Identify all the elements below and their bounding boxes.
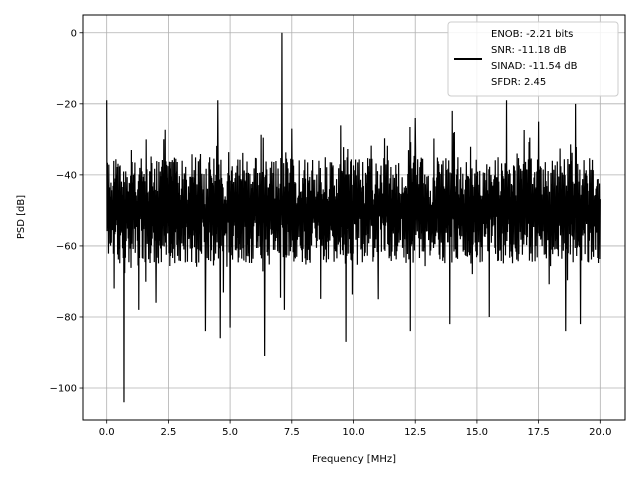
legend: ENOB: -2.21 bits SNR: -11.18 dB SINAD: -… [447,21,619,97]
legend-entry-sfdr: SFDR: 2.45 [491,77,546,88]
y-tick-label: −100 [50,384,77,395]
x-tick-label: 0.0 [99,427,115,438]
psd-trace-group [106,32,601,403]
x-tick-label: 12.5 [404,427,426,438]
y-axis-ticks: 0 −20 −40 −60 −80 −100 [50,28,83,395]
legend-entry-enob: ENOB: -2.21 bits [491,29,573,40]
x-tick-label: 2.5 [160,427,176,438]
x-tick-label: 15.0 [466,427,488,438]
psd-series-line [106,32,601,403]
plot-area-frame [82,14,626,421]
y-tick-label: −20 [56,99,77,110]
x-tick-label: 5.0 [222,427,238,438]
x-axis-ticks: 0.0 2.5 5.0 7.5 10.0 12.5 15.0 17.5 20.0 [99,420,611,438]
y-tick-label: −40 [56,170,77,181]
x-axis-label: Frequency [MHz] [312,454,396,465]
legend-entry-snr: SNR: -11.18 dB [491,45,567,56]
y-tick-label: −80 [56,312,77,323]
x-tick-label: 17.5 [527,427,549,438]
y-tick-label: −60 [56,241,77,252]
legend-entry-sinad: SINAD: -11.54 dB [491,61,578,72]
x-tick-label: 7.5 [284,427,300,438]
legend-box [447,21,619,97]
x-tick-label: 20.0 [589,427,611,438]
y-tick-label: 0 [71,28,77,39]
y-axis-label: PSD [dB] [16,195,27,239]
x-tick-label: 10.0 [342,427,364,438]
